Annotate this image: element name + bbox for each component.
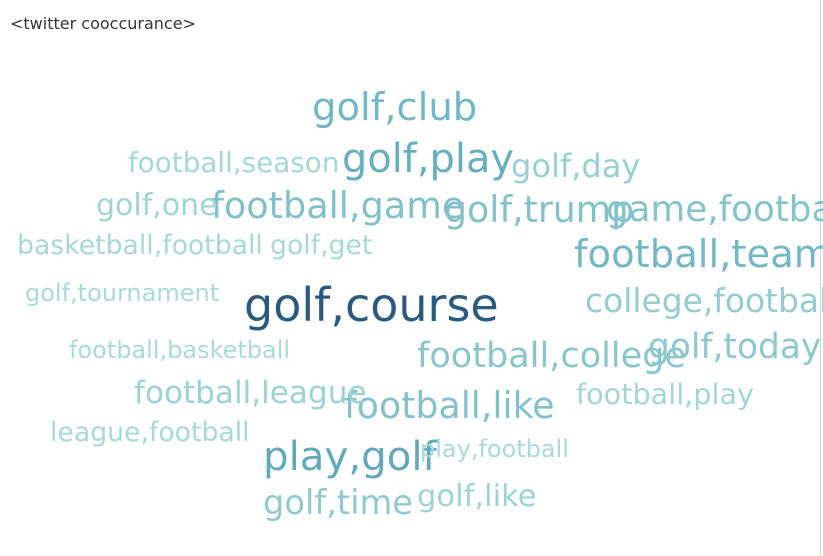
word-golf-one[interactable]: golf,one	[96, 188, 218, 223]
word-golf-time[interactable]: golf,time	[263, 483, 414, 522]
word-golf-today[interactable]: golf,today	[648, 327, 822, 367]
word-golf-day[interactable]: golf,day	[511, 147, 641, 185]
word-play-golf[interactable]: play,golf	[263, 433, 437, 480]
word-football-like[interactable]: football,like	[344, 384, 555, 427]
word-football-league[interactable]: football,league	[134, 375, 367, 411]
word-golf-tournament[interactable]: golf,tournament	[25, 279, 220, 307]
word-golf-play[interactable]: golf,play	[342, 136, 514, 182]
word-golf-trump[interactable]: golf,trump	[444, 188, 635, 231]
word-golf-club[interactable]: golf,club	[312, 85, 478, 130]
word-golf-get[interactable]: golf,get	[270, 230, 373, 261]
word-game-football[interactable]: game,football	[606, 189, 823, 230]
word-league-football[interactable]: league,football	[50, 417, 250, 448]
word-football-game[interactable]: football,game	[211, 184, 465, 227]
sheet-title: <twitter cooccurance>	[10, 14, 196, 33]
word-football-basketball[interactable]: football,basketball	[69, 336, 291, 364]
word-basketball-football[interactable]: basketball,football	[17, 230, 263, 261]
word-play-football[interactable]: play,football	[420, 435, 569, 463]
word-football-college[interactable]: football,college	[417, 335, 687, 376]
word-golf-course[interactable]: golf,course	[244, 278, 499, 332]
word-football-team[interactable]: football,team	[574, 232, 823, 277]
word-college-football[interactable]: college,football	[585, 281, 823, 320]
word-football-play[interactable]: football,play	[576, 377, 755, 411]
word-golf-like[interactable]: golf,like	[417, 479, 537, 514]
word-football-season[interactable]: football,season	[128, 146, 340, 179]
